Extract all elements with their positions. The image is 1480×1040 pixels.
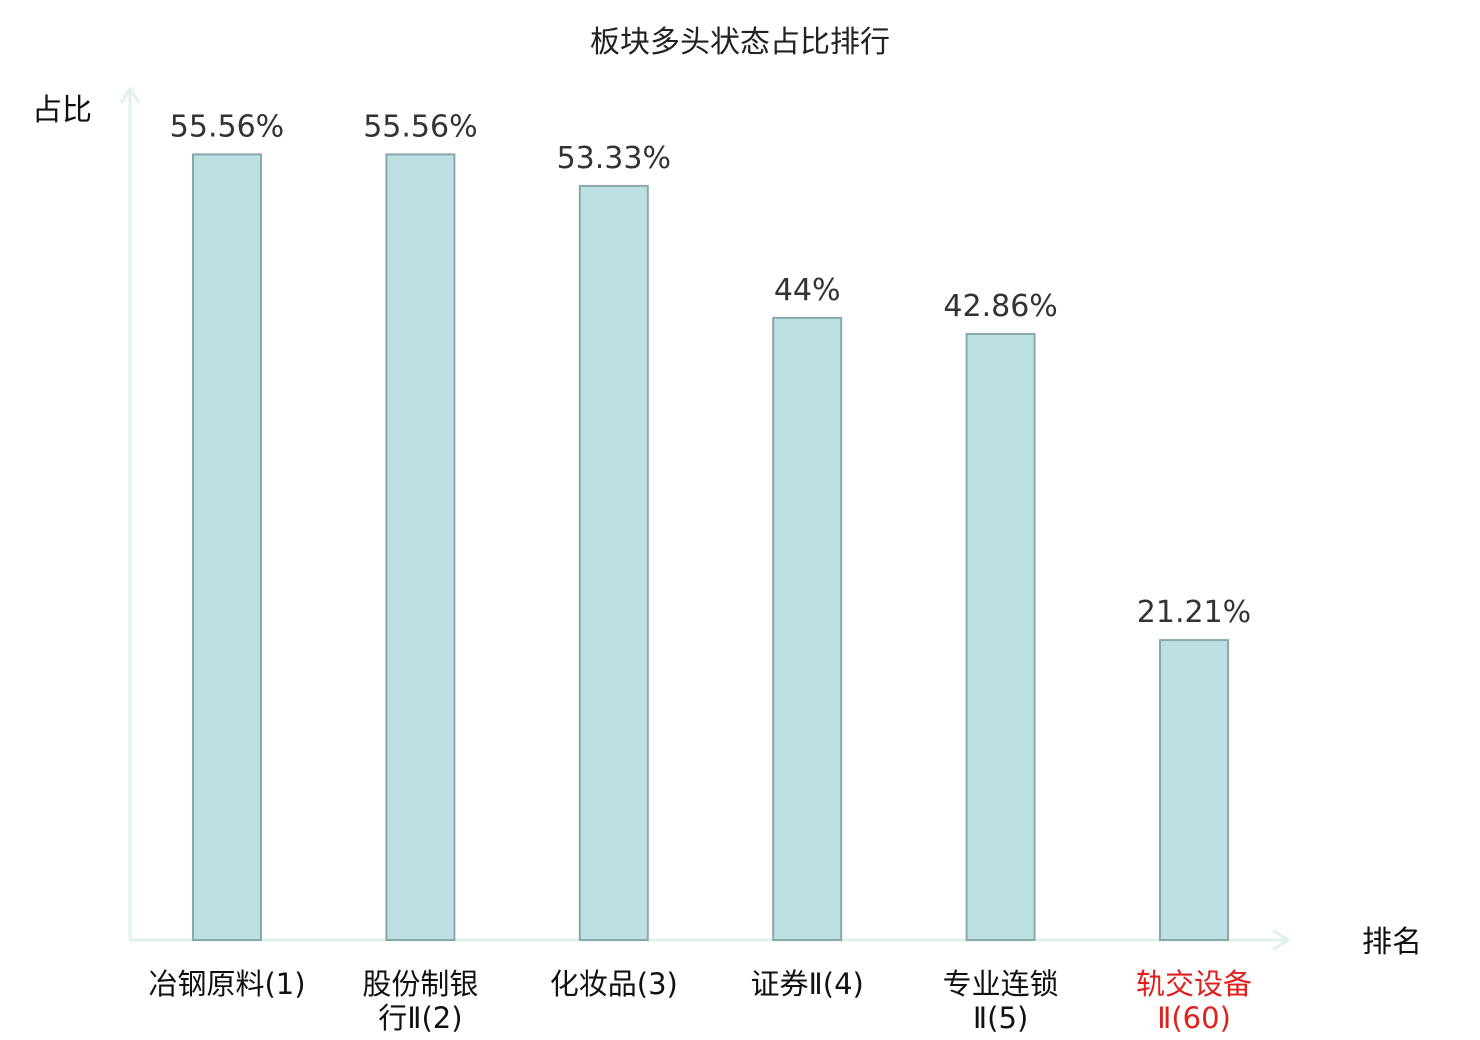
category-label-3-line-1: 化妆品(3) [550, 967, 678, 1001]
value-label-3: 53.33% [557, 141, 671, 176]
category-label-6-line-1: 轨交设备 [1136, 967, 1252, 1001]
value-label-2: 55.56% [363, 109, 477, 144]
y-axis-arrow [119, 86, 141, 104]
x-axis-label: 排名 [1362, 925, 1422, 960]
category-label-5-line-1: 专业连锁 [943, 967, 1059, 1001]
category-label-1-line-1: 冶钢原料(1) [148, 967, 305, 1001]
value-label-4: 44% [774, 273, 841, 308]
value-label-1: 55.56% [170, 109, 284, 144]
bar-1 [192, 153, 262, 942]
bar-2 [385, 153, 456, 942]
category-label-2-line-2: 行Ⅱ(2) [378, 1001, 462, 1035]
category-label-2-line-1: 股份制银 [362, 967, 478, 1001]
bar-3 [578, 184, 649, 941]
bar-5 [965, 332, 1036, 941]
category-label-6-line-2: Ⅱ(60) [1157, 1001, 1231, 1035]
y-axis-label: 占比 [32, 93, 92, 128]
bar-6 [1159, 639, 1229, 941]
x-axis-arrow [1273, 929, 1291, 951]
value-label-5: 42.86% [943, 289, 1057, 324]
category-label-4-line-1: 证券Ⅱ(4) [751, 967, 864, 1001]
value-label-6: 21.21% [1137, 595, 1251, 630]
bar-4 [772, 316, 843, 941]
category-label-5-line-2: Ⅱ(5) [973, 1001, 1028, 1035]
chart-title: 板块多头状态占比排行 [590, 25, 890, 60]
